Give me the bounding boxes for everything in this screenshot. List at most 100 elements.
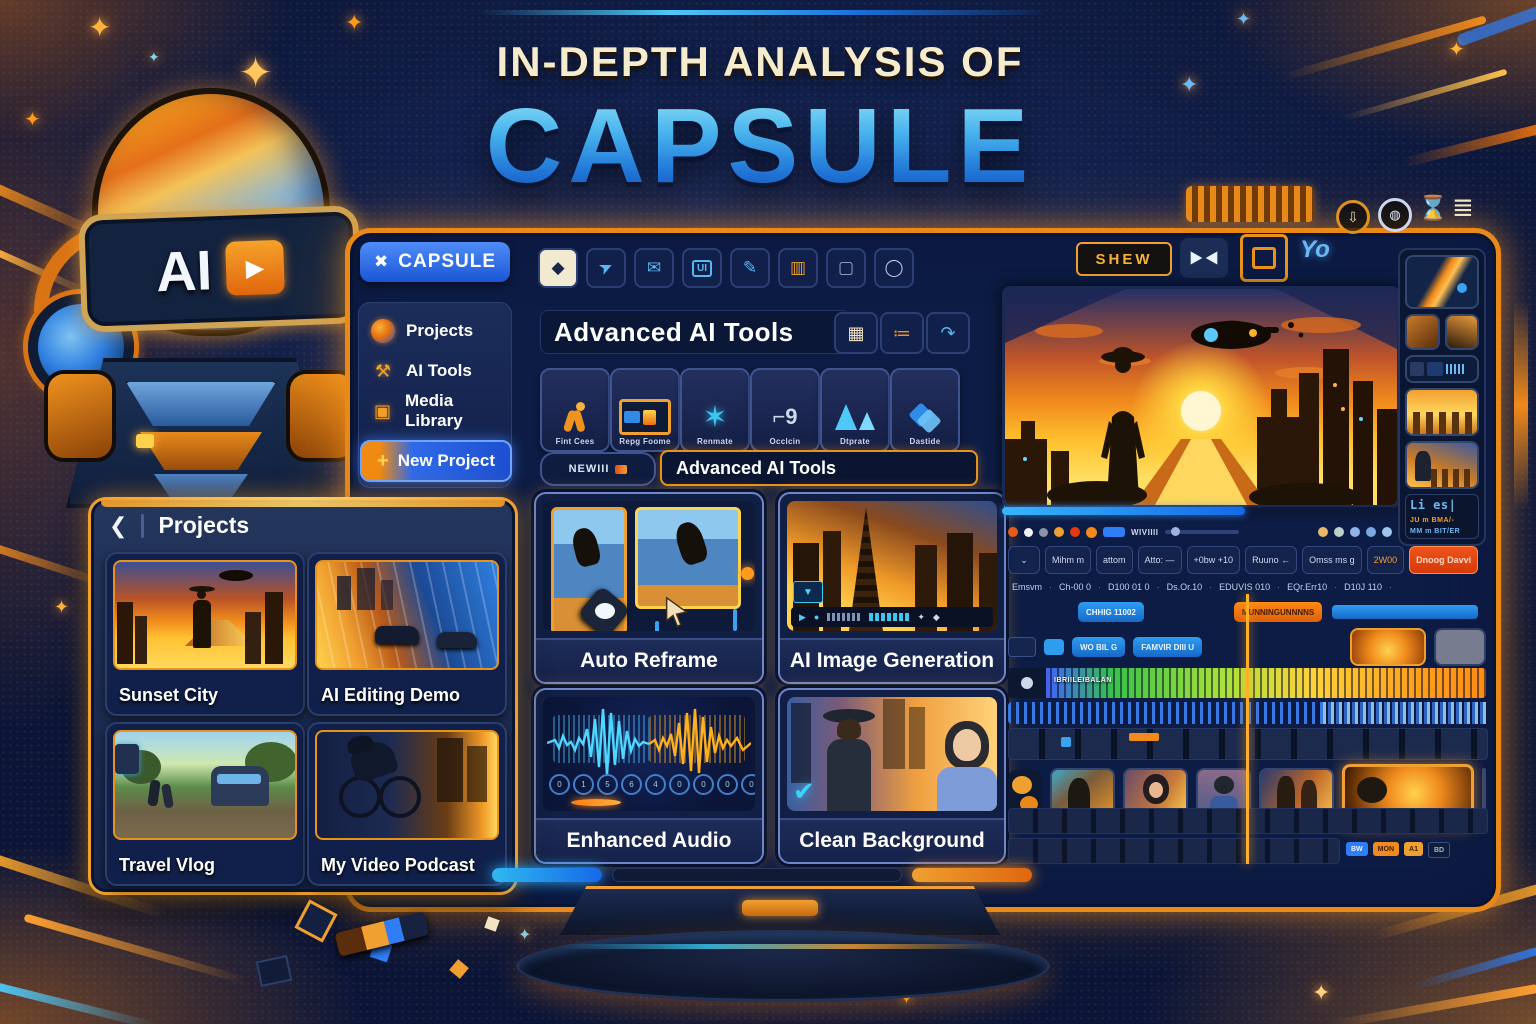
pip-frame-icon[interactable] (1240, 234, 1288, 282)
loop-tool-icon[interactable]: ◯ (874, 248, 914, 288)
projects-panel: ❮ Projects Sunset City (88, 497, 518, 895)
media-thumb-ship[interactable] (1405, 255, 1479, 309)
plus-icon: + (377, 449, 389, 472)
sidebar-item-projects[interactable]: Projects (359, 311, 511, 351)
new-badge[interactable]: NEWIII (540, 452, 656, 486)
project-travel-vlog[interactable]: Travel Vlog (105, 722, 305, 886)
hourglass-icon[interactable]: ⌛ (1418, 195, 1448, 222)
transport-dot[interactable] (1366, 527, 1376, 537)
card-clean-background[interactable]: ✔ Clean Background (778, 688, 1006, 864)
key-chip[interactable]: BD (1427, 842, 1451, 858)
clip-chip-orange[interactable]: MUNNINGUNNNNS (1233, 602, 1323, 622)
transport-dot[interactable] (1008, 527, 1018, 537)
sparkle-icon: ✦ (24, 109, 41, 131)
menu-lines-icon[interactable]: ≣ (1452, 192, 1474, 222)
cursor-tool-icon[interactable]: ➤ (586, 248, 626, 288)
transport-dot[interactable] (1334, 527, 1344, 537)
mini-orange-icon (615, 464, 628, 474)
keys-row[interactable] (1008, 838, 1340, 864)
ai-tool-tile[interactable]: Fint Cees (540, 368, 610, 452)
video-preview[interactable] (1002, 286, 1400, 508)
frame-tool-icon[interactable]: ▢ (826, 248, 866, 288)
pedestal-button[interactable] (742, 900, 818, 916)
globe-circle-icon[interactable]: ◍ (1378, 198, 1412, 232)
brush-tool-icon[interactable]: ✎ (730, 248, 770, 288)
transport-dot[interactable] (1350, 527, 1360, 537)
ai-tool-tile[interactable]: ✶ Renmate (680, 368, 750, 452)
project-sunset-city[interactable]: Sunset City (105, 552, 305, 716)
media-thumb-city-figure[interactable] (1405, 441, 1479, 489)
ai-tools-search-bar[interactable]: Advanced AI Tools (660, 450, 978, 486)
transport-dot[interactable] (1086, 526, 1097, 538)
playhead[interactable] (1246, 594, 1249, 864)
media-thumb[interactable] (1405, 314, 1440, 350)
sidebar-item-ai-tools[interactable]: ⚒ AI Tools (359, 351, 511, 391)
debris-cube (255, 954, 293, 988)
ui-window-tool-icon[interactable]: UI (682, 248, 722, 288)
download-circle-icon[interactable]: ⇩ (1336, 200, 1370, 234)
timeline-danger-button[interactable]: Dnoog Davvi (1409, 546, 1479, 574)
ai-tool-tile[interactable]: ⌐9 Occlcin (750, 368, 820, 452)
timeline-thumb-gray[interactable] (1434, 628, 1486, 666)
bowtie-icon[interactable] (1180, 238, 1228, 278)
card-ai-image-generation[interactable]: ▶ ● ✦ ◆ ▼ AI Image Generation (778, 492, 1006, 684)
transport-slider[interactable] (1164, 527, 1239, 536)
library-tool-icon[interactable]: ▥ (778, 248, 818, 288)
redo-curve-icon[interactable]: ↷ (926, 312, 970, 354)
timeline-thumb-fire[interactable] (1350, 628, 1426, 666)
project-ai-editing-demo[interactable]: AI Editing Demo (307, 552, 507, 716)
transport-dot[interactable] (1070, 527, 1080, 537)
transport-dot[interactable] (1039, 527, 1048, 537)
robot-visor-play-button[interactable]: ▶ (225, 239, 285, 296)
mini-clip-tile[interactable] (1044, 639, 1064, 655)
card-auto-reframe[interactable]: Auto Reframe (534, 492, 764, 684)
color-grade-track[interactable]: IBRIILEIBALAN (1008, 668, 1486, 698)
clip-row-1: CHHIG 11002 MUNNINGUNNNNS (1078, 602, 1478, 622)
transport-dot[interactable] (1318, 527, 1328, 537)
timeline-tab[interactable]: Atto: — (1137, 546, 1182, 574)
person-list-icon[interactable]: ≔ (880, 312, 924, 354)
key-chip[interactable]: MON (1372, 842, 1400, 856)
clip-chip-blue[interactable]: CHHIG 11002 (1078, 602, 1144, 622)
preview-scrub-bar[interactable] (1002, 507, 1394, 515)
timeline-tab[interactable]: Ruuno ← (1245, 546, 1298, 574)
new-project-button[interactable]: + New Project (360, 440, 512, 482)
dial-row[interactable]: 0156400000 (549, 774, 755, 795)
media-library-icon: ▣ (374, 400, 392, 421)
ai-tool-tile[interactable]: Repg Foome (610, 368, 680, 452)
media-thumb[interactable] (1444, 314, 1479, 350)
timeline-tab[interactable]: 2W00 (1366, 546, 1405, 574)
transport-dot[interactable] (1054, 527, 1064, 537)
sidebar-item-media-library[interactable]: ▣ Media Library (359, 391, 511, 431)
key-chip[interactable]: BW (1346, 842, 1368, 856)
media-thumb-strip[interactable] (1405, 355, 1479, 383)
timeline-tab[interactable]: attom (1096, 546, 1133, 574)
transport-dot[interactable] (1024, 527, 1033, 537)
scrub-progress (1002, 507, 1246, 515)
signature-glyph-icon[interactable]: Yo (1300, 236, 1330, 263)
mini-clip-tile[interactable] (1008, 637, 1036, 657)
card-enhanced-audio[interactable]: 0156400000 Enhanced Audio (534, 688, 764, 864)
show-button[interactable]: SHEW (1076, 242, 1172, 276)
tab-caret[interactable]: ⌄ (1008, 546, 1040, 574)
clip-bar-blue[interactable] (1332, 605, 1478, 619)
timeline-tab[interactable]: Mihm m (1045, 546, 1091, 574)
diamond-tool-icon[interactable]: ◆ (538, 248, 578, 288)
clip-chip-blue[interactable]: WO BIL G (1072, 637, 1126, 657)
ai-tool-tile[interactable]: Dtprate (820, 368, 890, 452)
timeline-tab[interactable]: +0bw +10 (1186, 546, 1241, 574)
dancer-icon (562, 397, 588, 437)
robot-visor-text: AI (154, 237, 214, 303)
transport-dot[interactable] (1382, 527, 1392, 537)
clip-chip-blue[interactable]: FAMVIR DIII U (1133, 637, 1203, 657)
timeline-tab[interactable]: Omss ms g (1302, 546, 1362, 574)
ai-tool-tile[interactable]: Dastide (890, 368, 960, 452)
back-arrow-icon[interactable]: ❮ (109, 512, 128, 538)
project-my-video-podcast[interactable]: My Video Podcast (307, 722, 507, 886)
media-thumb-city[interactable] (1405, 388, 1479, 436)
key-chip[interactable]: A1 (1404, 842, 1423, 856)
mail-flag-tool-icon[interactable]: ✉ (634, 248, 674, 288)
grid-view-icon[interactable]: ▦ (834, 312, 878, 354)
app-brand[interactable]: ✖ CAPSULE (360, 242, 511, 282)
sparkle-icon: ✦ (1180, 72, 1199, 97)
